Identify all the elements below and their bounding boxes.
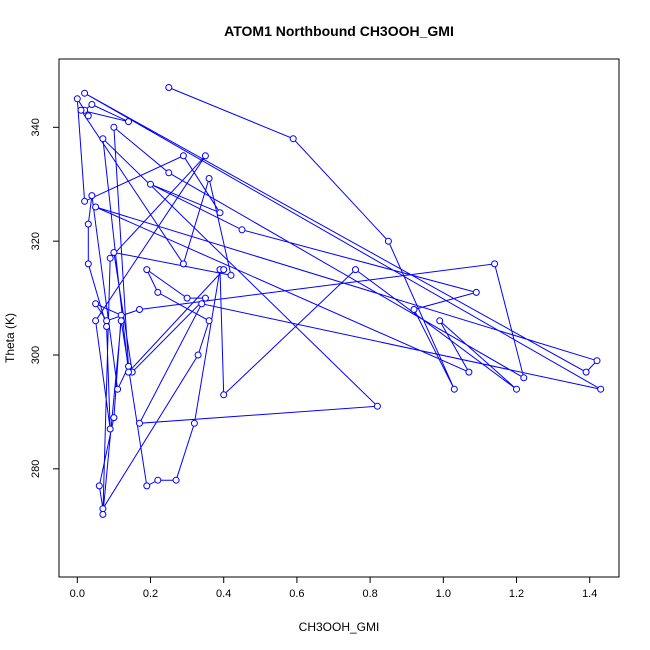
data-point	[352, 266, 359, 274]
data-point	[143, 482, 151, 490]
series-lines	[76, 87, 601, 515]
data-point	[103, 317, 111, 325]
data-point	[92, 317, 100, 325]
x-tick-label: 0.8	[362, 588, 377, 600]
x-tick-label: 0.6	[289, 588, 304, 600]
y-axis-label: Theta (K)	[3, 313, 17, 363]
data-point	[472, 288, 480, 296]
data-point	[125, 368, 132, 376]
data-point	[597, 385, 605, 393]
y-tick-label: 320	[30, 232, 42, 250]
data-point	[179, 260, 187, 268]
data-point	[125, 118, 132, 126]
data-point	[179, 152, 187, 160]
data-point	[373, 402, 381, 410]
x-tick-label: 0.2	[143, 588, 158, 600]
data-point	[136, 306, 143, 313]
data-point	[99, 510, 107, 518]
data-point	[198, 300, 206, 308]
data-point	[106, 425, 114, 433]
data-point	[165, 169, 173, 177]
data-point	[190, 419, 198, 427]
data-point	[201, 152, 209, 160]
data-point	[201, 294, 209, 302]
data-point	[384, 237, 392, 245]
data-point	[136, 419, 143, 427]
data-point	[147, 180, 154, 188]
data-point	[110, 123, 118, 131]
data-point	[220, 266, 228, 274]
data-point	[165, 84, 173, 91]
y-axis: 280 300 320 340	[30, 118, 59, 478]
data-point	[154, 476, 162, 484]
data-point	[216, 209, 224, 217]
y-tick-label: 340	[30, 118, 42, 136]
plot-area-frame	[58, 58, 620, 578]
data-point	[114, 385, 122, 393]
data-point	[81, 197, 89, 205]
data-point	[143, 266, 151, 274]
data-point	[92, 300, 100, 308]
data-point	[88, 192, 96, 200]
x-axis: 0.0 0.2 0.4 0.6 0.8 1.0 1.2 1.4	[70, 577, 597, 600]
data-point	[172, 476, 180, 484]
x-axis-label: CH3OOH_GMI	[299, 620, 380, 634]
data-point	[220, 391, 228, 399]
data-point	[513, 385, 520, 393]
data-point	[110, 414, 118, 422]
y-tick-label: 280	[30, 460, 42, 478]
data-point	[99, 505, 107, 513]
data-point	[77, 106, 85, 114]
data-point	[110, 249, 118, 256]
data-point	[73, 95, 81, 103]
data-point	[95, 482, 103, 490]
x-tick-label: 1.0	[436, 588, 451, 600]
data-point	[238, 226, 246, 234]
x-tick-label: 1.4	[582, 588, 597, 600]
data-point	[205, 317, 213, 325]
x-tick-label: 0.0	[70, 588, 85, 600]
data-point	[289, 135, 297, 143]
data-point	[106, 254, 114, 262]
data-point	[491, 260, 499, 268]
data-point	[81, 89, 89, 97]
data-point	[92, 203, 100, 211]
data-point	[194, 351, 202, 359]
x-tick-label: 0.4	[216, 588, 231, 600]
data-point	[84, 220, 92, 228]
data-point	[99, 135, 107, 143]
data-point	[88, 101, 96, 108]
data-point	[84, 112, 92, 120]
data-point	[450, 385, 458, 393]
data-point	[183, 294, 191, 302]
data-point	[227, 271, 235, 279]
data-point	[465, 368, 473, 376]
series-points	[73, 84, 605, 518]
data-point	[520, 374, 528, 382]
series-line	[76, 87, 601, 515]
x-tick-label: 1.2	[509, 588, 524, 600]
y-tick-label: 300	[30, 346, 42, 364]
data-point	[117, 317, 125, 325]
data-point	[593, 357, 601, 365]
data-point	[154, 288, 162, 296]
data-point	[436, 317, 444, 325]
data-point	[582, 368, 590, 376]
chart-title: ATOM1 Northbound CH3OOH_GMI	[224, 23, 454, 39]
data-point	[410, 306, 418, 313]
data-point	[125, 362, 132, 370]
data-point	[103, 323, 111, 330]
data-point	[205, 175, 213, 182]
data-point	[84, 260, 92, 268]
